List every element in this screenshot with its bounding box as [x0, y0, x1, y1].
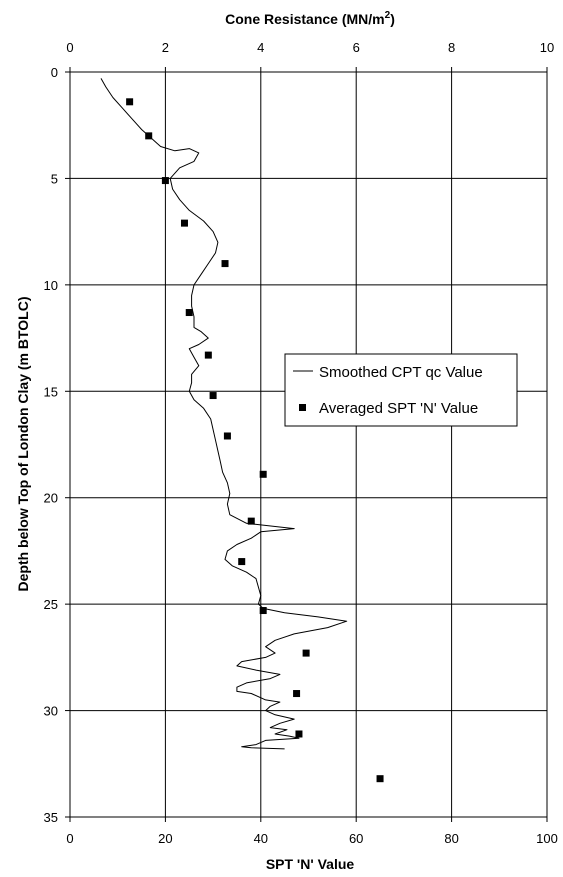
y-tick-label: 0: [51, 65, 58, 80]
legend-item-spt: Averaged SPT 'N' Value: [319, 400, 478, 417]
bottom-tick-label: 40: [254, 831, 268, 846]
bottom-tick-label: 80: [444, 831, 458, 846]
spt-n-marker: [126, 98, 134, 106]
top-tick-label: 8: [448, 40, 455, 55]
top-axis-ticks: 0 2 4 6 8 10: [66, 40, 554, 72]
y-axis-title: Depth below Top of London Clay (m BTOLC): [15, 296, 31, 591]
top-tick-label: 10: [540, 40, 554, 55]
spt-n-marker: [209, 392, 217, 400]
spt-n-marker: [223, 432, 231, 440]
legend: Smoothed CPT qc Value Averaged SPT 'N' V…: [284, 353, 518, 427]
spt-n-marker: [302, 649, 310, 657]
top-tick-label: 2: [162, 40, 169, 55]
gridlines: [69, 71, 548, 818]
bottom-tick-label: 20: [158, 831, 172, 846]
spt-n-marker: [259, 607, 267, 615]
bottom-axis-title: SPT 'N' Value: [266, 856, 355, 872]
spt-n-marker: [161, 177, 169, 185]
y-tick-label: 5: [51, 171, 58, 186]
spt-n-marker: [180, 219, 188, 227]
spt-n-marker: [247, 517, 255, 525]
top-tick-label: 0: [66, 40, 73, 55]
spt-n-marker: [376, 775, 384, 783]
plot-frame: [69, 71, 548, 818]
y-axis-ticks: 0 5 10 15 20 25 30 35: [44, 65, 70, 825]
bottom-tick-label: 100: [536, 831, 558, 846]
y-tick-label: 20: [44, 491, 58, 506]
spt-n-marker: [221, 260, 229, 268]
y-tick-label: 10: [44, 278, 58, 293]
series-layer: [100, 78, 384, 783]
top-axis-title: Cone Resistance (MN/m2): [225, 10, 395, 27]
y-tick-label: 35: [44, 810, 58, 825]
spt-n-marker: [204, 351, 212, 359]
bottom-axis-ticks: 0 20 40 60 80 100: [66, 817, 558, 846]
spt-n-marker: [259, 470, 267, 478]
legend-box: [284, 353, 518, 427]
spt-n-marker: [145, 132, 153, 140]
y-tick-label: 25: [44, 597, 58, 612]
bottom-tick-label: 60: [349, 831, 363, 846]
y-tick-label: 30: [44, 704, 58, 719]
spt-n-marker: [238, 558, 246, 566]
top-tick-label: 4: [257, 40, 264, 55]
spt-n-marker: [295, 730, 303, 738]
y-tick-label: 15: [44, 384, 58, 399]
spt-n-marker: [293, 690, 301, 698]
spt-n-marker: [185, 309, 193, 317]
bottom-tick-label: 0: [66, 831, 73, 846]
legend-item-cpt: Smoothed CPT qc Value: [319, 364, 483, 381]
cpt-qc-line: [100, 78, 348, 750]
legend-marker-swatch: [299, 404, 306, 411]
top-tick-label: 6: [353, 40, 360, 55]
